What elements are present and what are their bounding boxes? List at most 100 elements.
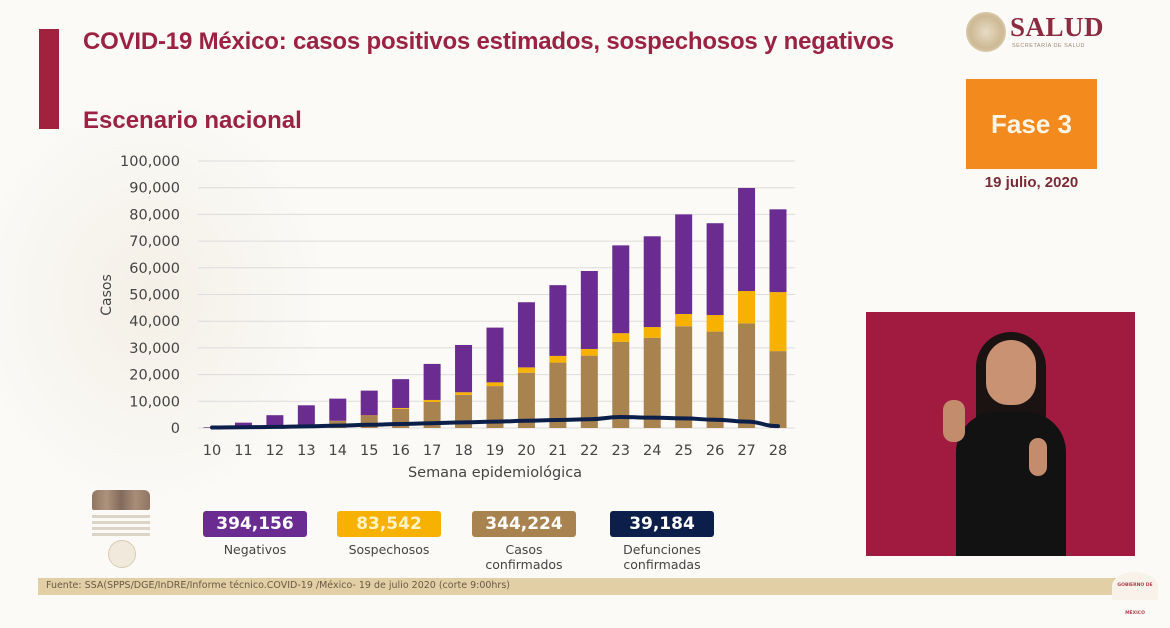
chart-bars — [204, 188, 787, 428]
legend-negativos: 394,156 Negativos — [203, 511, 307, 557]
bar-negativos-week-17 — [424, 364, 441, 400]
government-artwork — [92, 480, 152, 560]
x-tick-label: 12 — [266, 443, 284, 459]
salud-logo: SALUD SECRETARÍA DE SALUD — [966, 12, 1101, 54]
y-axis-label: Casos — [99, 274, 115, 316]
legend-value: 394,156 — [203, 511, 307, 537]
bar-sospechosos-week-15 — [361, 415, 378, 416]
legend-label: Negativos — [203, 542, 307, 557]
x-tick-label: 27 — [737, 443, 755, 459]
y-tick-label: 100,000 — [120, 154, 180, 170]
bar-confirmados-week-26 — [707, 332, 724, 428]
x-tick-label: 26 — [706, 443, 724, 459]
x-axis-label: Semana epidemiológica — [408, 465, 582, 481]
interpreter-face — [986, 340, 1036, 405]
legend-value: 344,224 — [472, 511, 576, 537]
bar-sospechosos-week-17 — [424, 400, 441, 402]
bar-negativos-week-12 — [266, 415, 283, 426]
legend-label: Casos confirmados — [472, 542, 576, 572]
bar-sospechosos-week-24 — [644, 327, 661, 338]
logo-brand-subtitle: SECRETARÍA DE SALUD — [1012, 43, 1085, 49]
seal-icon — [108, 540, 136, 568]
x-tick-label: 11 — [234, 443, 252, 459]
bar-negativos-week-25 — [675, 214, 692, 314]
interpreter-body — [956, 412, 1066, 556]
x-tick-label: 15 — [360, 443, 378, 459]
bar-negativos-week-21 — [549, 285, 566, 356]
bar-negativos-week-27 — [738, 188, 755, 291]
artwork-caption — [92, 514, 150, 536]
report-date: 19 julio, 2020 — [966, 174, 1097, 191]
bar-negativos-week-19 — [487, 328, 504, 383]
legend-label: Defunciones confirmadas — [610, 542, 714, 572]
phase-badge: Fase 3 — [966, 79, 1097, 169]
y-tick-label: 70,000 — [129, 234, 180, 250]
bar-sospechosos-week-23 — [612, 333, 629, 342]
bar-confirmados-week-27 — [738, 323, 755, 428]
bar-sospechosos-week-28 — [770, 292, 787, 351]
bar-sospechosos-week-18 — [455, 392, 472, 395]
x-tick-label: 14 — [329, 443, 347, 459]
legend-label: Sospechosos — [337, 542, 441, 557]
x-tick-label: 25 — [674, 443, 692, 459]
bar-negativos-week-26 — [707, 223, 724, 315]
x-tick-label: 21 — [549, 443, 567, 459]
gobierno-mexico-badge: GOBIERNO DE MÉXICO — [1112, 572, 1158, 600]
bar-sospechosos-week-19 — [487, 382, 504, 386]
bar-sospechosos-week-27 — [738, 291, 755, 323]
legend-confirmados: 344,224 Casos confirmados — [472, 511, 576, 572]
bar-confirmados-week-24 — [644, 338, 661, 428]
bar-sospechosos-week-16 — [392, 408, 409, 409]
bar-negativos-week-14 — [329, 399, 346, 421]
legend-value: 39,184 — [610, 511, 714, 537]
y-tick-label: 90,000 — [129, 181, 180, 197]
x-tick-label: 22 — [580, 443, 598, 459]
bar-sospechosos-week-26 — [707, 315, 724, 332]
bar-confirmados-week-28 — [770, 351, 787, 428]
bar-sospechosos-week-25 — [675, 314, 692, 326]
historic-figures-image — [92, 490, 150, 510]
bar-negativos-week-28 — [770, 209, 787, 292]
bar-negativos-week-15 — [361, 391, 378, 416]
legend-defunciones: 39,184 Defunciones confirmadas — [610, 511, 714, 572]
y-tick-label: 10,000 — [129, 394, 180, 410]
interpreter-hand-left — [943, 400, 965, 442]
bar-sospechosos-week-21 — [549, 356, 566, 363]
phase-label: Fase 3 — [991, 109, 1072, 140]
bar-negativos-week-23 — [612, 245, 629, 333]
x-tick-label: 10 — [203, 443, 221, 459]
x-tick-label: 23 — [612, 443, 630, 459]
bar-negativos-week-20 — [518, 302, 535, 367]
stacked-bar-chart: 010,00020,00030,00040,00050,00060,00070,… — [0, 0, 820, 490]
national-seal-icon — [966, 12, 1006, 52]
bar-negativos-week-18 — [455, 345, 472, 392]
legend-value: 83,542 — [337, 511, 441, 537]
x-tick-label: 16 — [391, 443, 409, 459]
y-tick-label: 30,000 — [129, 341, 180, 357]
x-tick-label: 28 — [769, 443, 787, 459]
bar-confirmados-week-25 — [675, 326, 692, 428]
x-tick-label: 20 — [517, 443, 535, 459]
sign-language-interpreter-video — [866, 312, 1135, 556]
y-tick-label: 50,000 — [129, 288, 180, 304]
bar-negativos-week-24 — [644, 236, 661, 327]
legend-sospechosos: 83,542 Sospechosos — [337, 511, 441, 557]
bar-negativos-week-22 — [581, 271, 598, 349]
y-tick-label: 0 — [171, 421, 180, 437]
source-text: Fuente: SSA(SPPS/DGE/InDRE/Informe técni… — [46, 580, 510, 591]
y-tick-label: 80,000 — [129, 207, 180, 223]
interpreter-hand-right — [1029, 438, 1047, 476]
x-tick-label: 19 — [486, 443, 504, 459]
logo-brand: SALUD — [1010, 12, 1104, 42]
y-tick-label: 20,000 — [129, 368, 180, 384]
bar-negativos-week-16 — [392, 379, 409, 408]
bar-negativos-week-13 — [298, 405, 315, 425]
bar-sospechosos-week-22 — [581, 349, 598, 356]
x-tick-label: 18 — [454, 443, 472, 459]
y-tick-label: 40,000 — [129, 314, 180, 330]
x-tick-label: 17 — [423, 443, 441, 459]
x-tick-label: 13 — [297, 443, 315, 459]
y-axis-ticks: 010,00020,00030,00040,00050,00060,00070,… — [120, 154, 180, 437]
source-footer: Fuente: SSA(SPPS/DGE/InDRE/Informe técni… — [38, 578, 1123, 595]
